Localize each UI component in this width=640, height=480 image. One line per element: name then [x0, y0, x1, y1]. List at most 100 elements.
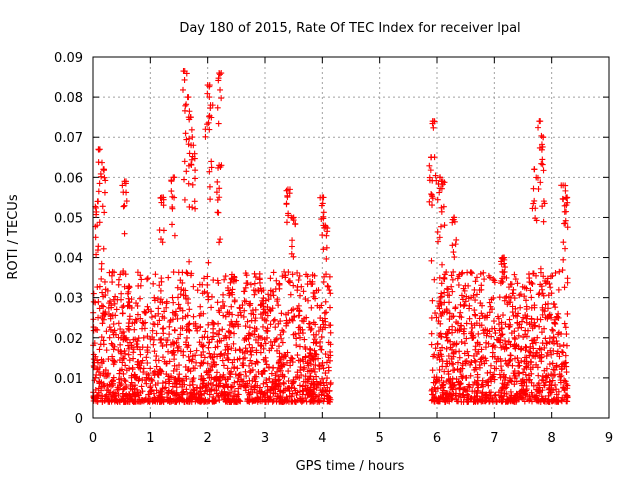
data-point: [213, 390, 220, 397]
data-point: [181, 76, 188, 83]
data-point: [444, 292, 451, 299]
data-point: [233, 318, 240, 325]
axis-ticks: 0 0.01 0.02 0.03 0.04 0.05 0.06 0.07 0.08 0.09 0 1 2…: [54, 51, 613, 446]
data-point: [323, 244, 330, 251]
data-point: [217, 236, 224, 243]
data-point: [140, 320, 147, 327]
data-point: [264, 387, 271, 394]
data-point: [282, 352, 289, 359]
data-point: [276, 280, 283, 287]
data-point: [454, 359, 461, 366]
data-point: [107, 313, 114, 320]
data-point: [482, 313, 489, 320]
data-point: [538, 160, 545, 167]
data-point: [207, 102, 214, 109]
data-point: [216, 162, 223, 169]
data-point: [285, 378, 292, 385]
data-point: [120, 203, 127, 210]
data-point: [254, 394, 261, 401]
data-point: [141, 308, 148, 315]
data-point: [327, 348, 334, 355]
data-point: [157, 195, 164, 202]
data-point: [219, 326, 226, 333]
data-point: [290, 379, 297, 386]
data-point: [457, 322, 464, 329]
data-point: [119, 304, 126, 311]
data-point: [520, 334, 527, 341]
data-point: [535, 186, 542, 193]
data-point: [278, 335, 285, 342]
data-point: [514, 320, 521, 327]
data-point: [465, 392, 472, 399]
data-point: [182, 363, 189, 370]
data-point: [306, 368, 313, 375]
data-point: [500, 312, 507, 319]
data-point: [509, 309, 516, 316]
data-point: [296, 382, 303, 389]
data-point: [183, 341, 190, 348]
data-point: [102, 292, 109, 299]
data-point: [156, 389, 163, 396]
data-point: [125, 325, 132, 332]
data-point: [108, 383, 115, 390]
data-point: [120, 370, 127, 377]
data-point: [247, 386, 254, 393]
data-point: [481, 276, 488, 283]
data-point: [181, 68, 188, 75]
data-point: [534, 316, 541, 323]
data-point: [502, 321, 509, 328]
data-point: [436, 174, 443, 181]
data-point: [229, 311, 236, 318]
data-point: [227, 279, 234, 286]
data-point: [228, 345, 235, 352]
data-point: [201, 275, 208, 282]
data-point: [305, 362, 312, 369]
data-point: [326, 287, 333, 294]
data-point: [165, 387, 172, 394]
data-point: [437, 385, 444, 392]
data-point: [282, 272, 289, 279]
data-point: [121, 398, 128, 405]
data-point: [218, 305, 225, 312]
data-point: [546, 384, 553, 391]
data-point: [499, 254, 506, 261]
data-point: [275, 302, 282, 309]
data-point: [535, 124, 542, 131]
data-point: [117, 271, 124, 278]
data-point: [431, 276, 438, 283]
data-point: [289, 237, 296, 244]
data-point: [210, 393, 217, 400]
data-point: [439, 178, 446, 185]
data-point: [112, 396, 119, 403]
data-point: [481, 360, 488, 367]
data-point: [529, 325, 536, 332]
data-point: [96, 146, 103, 153]
data-point: [180, 348, 187, 355]
data-point: [298, 371, 305, 378]
data-point: [436, 234, 443, 241]
data-point: [109, 329, 116, 336]
data-point: [533, 217, 540, 224]
data-point: [541, 367, 548, 374]
data-point: [147, 365, 154, 372]
data-point: [125, 302, 132, 309]
data-point: [174, 344, 181, 351]
data-point: [108, 340, 115, 347]
data-point: [194, 287, 201, 294]
data-point: [110, 346, 117, 353]
data-point: [100, 341, 107, 348]
data-point: [275, 364, 282, 371]
data-point: [180, 292, 187, 299]
data-point: [546, 280, 553, 287]
data-point: [289, 271, 296, 278]
data-point: [153, 330, 160, 337]
data-point: [246, 362, 253, 369]
data-point: [564, 224, 571, 231]
data-point: [450, 313, 457, 320]
data-point: [532, 353, 539, 360]
data-point: [263, 317, 270, 324]
data-point: [558, 372, 565, 379]
data-point: [428, 341, 435, 348]
data-point: [125, 391, 132, 398]
data-point: [130, 355, 137, 362]
